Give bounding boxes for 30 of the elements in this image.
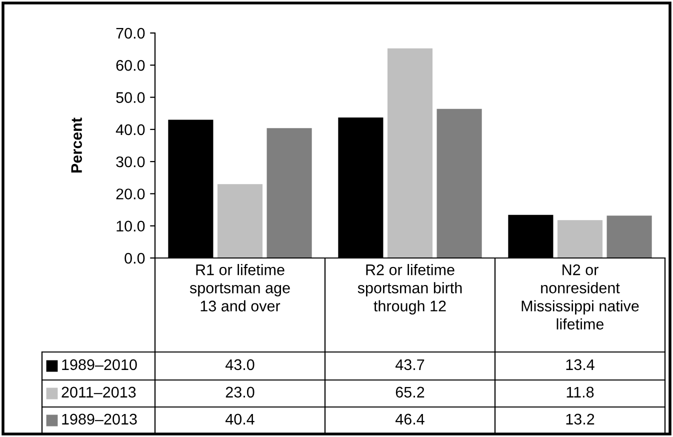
x-tick-label: N2 or nonresident Mississippi native lifetime [522,264,639,330]
y-tick-label: 70.0 [116,28,145,39]
y-axis-title: Percent [71,118,82,172]
bar [436,108,482,258]
data-label: 40.4 [225,414,254,425]
data-label: 46.4 [395,414,424,425]
bar [266,128,312,258]
bar [217,184,263,258]
bar [387,48,433,258]
y-tick-label: 20.0 [116,188,145,200]
y-tick-label: 0.0 [124,252,145,264]
legend-label: 1989–2010 [62,359,137,370]
y-tick-label: 30.0 [116,156,145,168]
data-label: 11.8 [566,386,594,398]
legend-label: 2011–2013 [62,386,136,398]
data-label: 65.2 [396,386,424,398]
x-tick-label: R2 or lifetime sportsman birth through 12 [358,264,462,314]
x-tick-label: R1 or lifetime sportsman age 13 and over [190,264,290,312]
data-label: 43.0 [225,359,254,370]
data-label: 43.7 [395,359,424,370]
data-label: 13.2 [566,414,594,425]
legend-label: 1989–2013 [62,414,137,425]
data-label: 13.4 [566,359,594,370]
data-label: 23.0 [226,386,254,398]
y-tick-label: 50.0 [116,92,145,103]
y-tick-label: 10.0 [116,220,145,232]
bar [557,220,603,258]
y-tick-label: 40.0 [116,124,145,136]
bar [606,216,652,258]
y-tick-label: 60.0 [116,60,145,71]
